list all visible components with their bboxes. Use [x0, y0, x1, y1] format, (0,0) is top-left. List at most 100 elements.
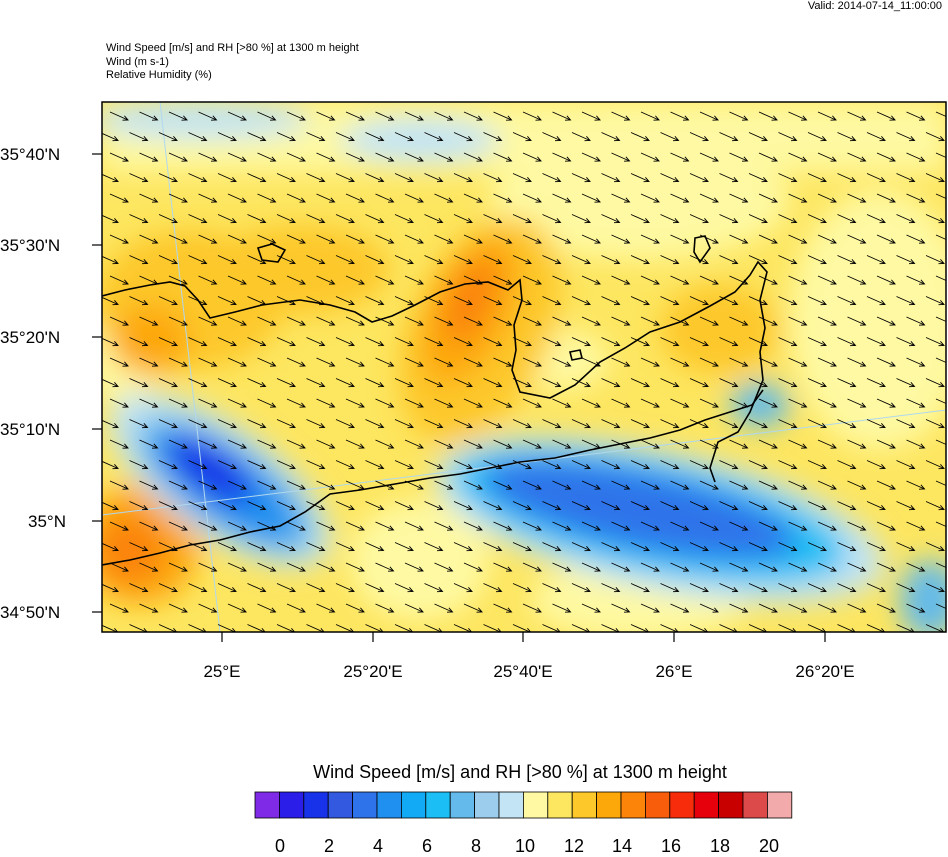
wind-arrow [286, 439, 306, 449]
wind-arrow [424, 255, 444, 265]
colorbar-swatch [620, 791, 646, 819]
wind-arrow [896, 378, 916, 388]
wind-arrow [217, 460, 237, 470]
colorbar-swatch [669, 791, 695, 819]
wind-arrow [168, 234, 188, 244]
wind-arrow [778, 214, 798, 224]
wind-arrow [102, 419, 119, 429]
wind-arrow [866, 378, 886, 388]
wind-arrow [552, 562, 572, 572]
wind-arrow [276, 132, 296, 142]
wind-arrow [571, 173, 591, 183]
wind-arrow [935, 480, 946, 486]
wind-arrow [158, 337, 178, 347]
colorbar-swatch [645, 791, 671, 819]
wind-arrow [188, 132, 208, 142]
wind-arrow [935, 152, 946, 158]
wind-arrow [129, 542, 149, 552]
wind-arrow [630, 624, 650, 632]
wind-arrow [188, 378, 208, 388]
wind-arrow [365, 378, 385, 388]
header-wind: Wind (m s-1) [106, 55, 169, 68]
wind-arrow [925, 255, 945, 265]
wind-arrow [453, 296, 473, 306]
colorbar-title: Wind Speed [m/s] and RH [>80 %] at 1300 … [313, 762, 727, 782]
colorbar-swatch [352, 791, 378, 819]
wind-arrow [571, 132, 591, 142]
wind-arrow [758, 398, 778, 408]
wind-arrow [227, 603, 247, 613]
wind-arrow [571, 624, 591, 632]
graticule [102, 102, 946, 632]
wind-arrow [335, 624, 355, 632]
wind-arrow [434, 357, 454, 367]
wind-arrow [611, 603, 631, 613]
wind-arrow [729, 398, 749, 408]
wind-arrow [906, 562, 926, 572]
wind-arrow [365, 624, 384, 632]
wind-arrow [581, 111, 601, 121]
colorbar-swatch [498, 791, 524, 819]
wind-arrow [286, 562, 306, 572]
wind-arrow [493, 275, 513, 285]
wind-arrow [286, 521, 306, 531]
wind-arrow [807, 419, 827, 429]
wind-arrow [139, 521, 159, 531]
wind-arrow [522, 234, 542, 244]
wind-arrow [217, 173, 237, 183]
wind-arrow [365, 460, 385, 470]
wind-arrow [424, 624, 443, 632]
wind-arrow [778, 460, 798, 470]
wind-arrow [542, 337, 562, 347]
wind-arrow [276, 583, 296, 593]
colorbar-label: 0 [274, 836, 286, 856]
wind-arrow [748, 460, 768, 470]
wind-arrow [188, 419, 208, 429]
wind-arrow [335, 501, 355, 511]
wind-arrow [689, 337, 709, 347]
wind-arrow [168, 152, 188, 162]
wind-arrow [198, 275, 218, 285]
wind-arrow [571, 337, 591, 347]
colorbar [254, 791, 793, 819]
wind-arrow [601, 214, 621, 224]
wind-arrow [247, 255, 267, 265]
wind-arrow [306, 378, 326, 388]
wind-arrow [611, 316, 631, 326]
wind-arrow [345, 398, 365, 408]
wind-arrow [139, 357, 159, 367]
colorbar-swatch [425, 791, 451, 819]
wind-arrow [896, 132, 916, 142]
wind-arrow [522, 521, 542, 531]
wind-arrow [394, 624, 414, 632]
wind-arrow [424, 501, 444, 511]
wind-arrow [522, 439, 542, 449]
wind-arrow [906, 439, 926, 449]
wind-arrow [847, 480, 867, 490]
colorbar-swatch [254, 791, 280, 819]
wind-arrow [365, 214, 385, 224]
wind-arrow [434, 439, 454, 449]
wind-arrow [758, 111, 778, 121]
wind-arrow [630, 378, 650, 388]
wind-arrow [896, 214, 916, 224]
wind-arrow [748, 542, 768, 552]
colorbar-label: 6 [421, 836, 433, 856]
wind-arrow [601, 337, 621, 347]
wind-arrow [345, 193, 365, 203]
wind-arrow [434, 521, 454, 531]
wind-arrow [109, 275, 129, 285]
wind-arrow [286, 275, 306, 285]
wind-arrow [807, 542, 827, 552]
wind-arrow [434, 152, 454, 162]
wind-arrow [542, 132, 562, 142]
lon-label-26-20: 26°20'E [795, 662, 854, 681]
wind-arrow [758, 357, 778, 367]
wind-arrow [778, 132, 798, 142]
lon-label-25: 25°E [203, 662, 240, 681]
wind-arrow [630, 132, 650, 142]
wind-arrow [227, 562, 247, 572]
lon-label-26: 26°E [655, 662, 692, 681]
wind-arrow [719, 460, 739, 470]
wind-arrow [227, 111, 247, 121]
